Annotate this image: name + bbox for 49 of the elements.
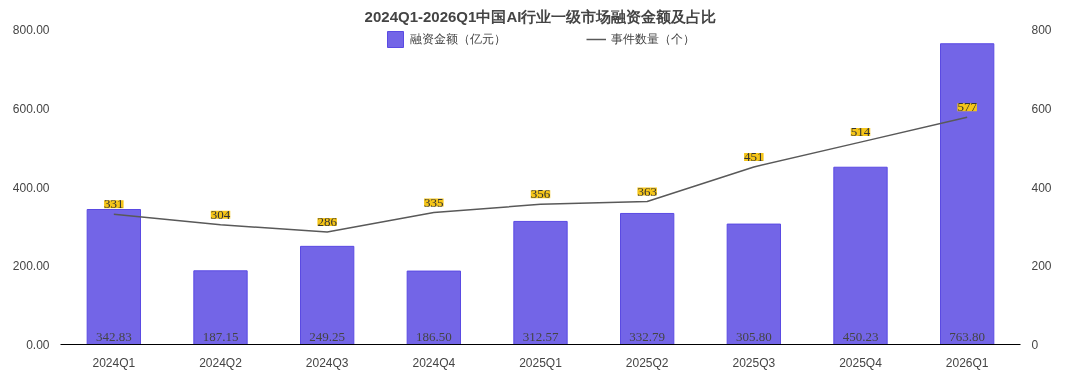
y-tick-label: 0.00: [26, 338, 50, 352]
y2-tick-label: 200: [1031, 259, 1052, 274]
data-label: 331: [104, 196, 124, 212]
x-tick-label: 2026Q1: [945, 355, 989, 370]
chart-title: 2024Q1-2026Q1中国AI行业一级市场融资金额及占比: [364, 7, 717, 25]
data-label: 187.15: [202, 328, 239, 344]
bar: [513, 220, 568, 345]
x-tick-label: 2024Q4: [412, 355, 456, 370]
bar: [300, 245, 355, 345]
x-tick-label: 2025Q3: [732, 355, 776, 370]
y-tick-label: 800.00: [12, 23, 50, 37]
y2-tick-label: 600: [1031, 101, 1052, 116]
bar: [833, 166, 888, 345]
bar: [406, 270, 461, 345]
data-label: 286: [317, 213, 338, 229]
y-tick-label: 200.00: [12, 259, 50, 274]
data-label: 577: [957, 99, 978, 115]
data-label: 305.80: [735, 328, 772, 344]
legend-label: 融资金额（亿元）: [410, 30, 506, 48]
y2-tick-label: 400: [1031, 180, 1052, 195]
data-label: 363: [637, 183, 657, 199]
bar: [620, 212, 675, 345]
bar: [940, 43, 995, 345]
data-label: 356: [530, 186, 551, 202]
y2-tick-label: 800: [1031, 23, 1052, 37]
x-tick-label: 2025Q1: [519, 355, 563, 370]
bar: [86, 209, 141, 345]
bar: [193, 270, 248, 345]
data-label: 450.23: [842, 328, 879, 344]
data-label: 186.50: [415, 328, 452, 344]
data-label: 342.83: [95, 328, 132, 344]
x-tick-label: 2025Q4: [839, 355, 883, 370]
data-label: 312.57: [522, 328, 559, 344]
y-tick-label: 600.00: [12, 101, 50, 116]
data-label: 514: [850, 124, 871, 140]
x-tick-label: 2024Q2: [199, 355, 243, 370]
x-tick-label: 2024Q1: [92, 355, 136, 370]
x-tick-label: 2025Q2: [625, 355, 669, 370]
y2-tick-label: 0: [1031, 338, 1039, 352]
data-label: 332.79: [629, 328, 666, 344]
data-label: 304: [210, 206, 231, 222]
data-label: 451: [744, 148, 764, 164]
x-tick-label: 2024Q3: [305, 355, 349, 370]
data-label: 763.80: [949, 328, 986, 344]
data-label: 249.25: [309, 328, 346, 344]
legend-label: 事件数量（个）: [611, 30, 695, 48]
data-label: 335: [424, 194, 444, 210]
bar: [726, 223, 781, 345]
y-tick-label: 400.00: [12, 180, 50, 195]
